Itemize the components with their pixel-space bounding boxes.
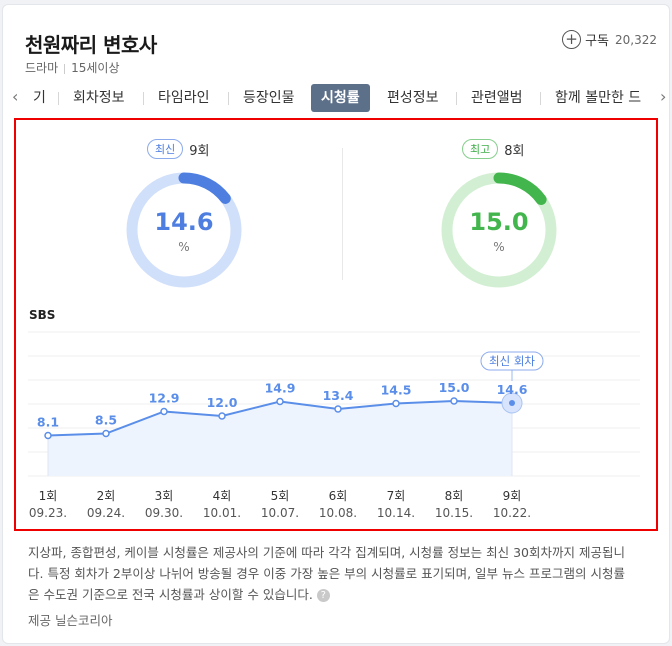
highest-gauge-arc	[441, 172, 557, 288]
data-point	[102, 429, 110, 438]
gauge-divider	[342, 148, 343, 280]
chevron-right-icon[interactable]: ›	[656, 87, 667, 106]
tab-ratings[interactable]: 시청률	[311, 84, 370, 112]
data-point	[509, 400, 515, 406]
data-label: 14.9	[265, 381, 296, 396]
tab-partial[interactable]: 기	[33, 90, 46, 106]
highest-badge: 최고	[462, 139, 499, 159]
ratings-panel: 최신 9회 14.6 % 최고 8회 15.0 % SBS 8.1 1회 09.23…	[14, 118, 658, 531]
subscribe-button[interactable]: + 구독 20,322	[562, 30, 657, 49]
episode-tick-label: 7회	[387, 489, 406, 503]
data-label: 13.4	[323, 388, 354, 403]
data-label: 8.5	[95, 413, 117, 428]
latest-label: 최신 9회	[147, 139, 209, 159]
episode-tick-label: 2회	[97, 489, 116, 503]
data-label: 8.1	[37, 415, 59, 430]
latest-badge: 최신	[147, 139, 184, 159]
subscribe-label: 구독	[585, 34, 609, 49]
highest-episode: 8회	[504, 143, 525, 159]
note-text: 지상파, 종합편성, 케이블 시청률은 제공사의 기준에 따라 각각 집계되며,…	[28, 545, 625, 602]
latest-gauge-arc	[126, 172, 242, 288]
data-point	[276, 397, 284, 406]
tab-albums[interactable]: 관련앨범	[471, 90, 523, 106]
episode-tick-label: 1회	[39, 489, 58, 503]
data-provider: 제공 닐슨코리아	[28, 613, 113, 628]
date-tick-label: 10.08.	[319, 506, 357, 520]
episode-tick-label: 6회	[329, 489, 348, 503]
latest-episode: 9회	[189, 143, 210, 159]
tab-schedule[interactable]: 편성정보	[387, 90, 439, 106]
highest-gauge: 15.0 %	[439, 170, 559, 290]
tab-divider	[58, 92, 59, 105]
meta-divider	[64, 63, 66, 74]
highest-rating-unit: %	[493, 240, 505, 254]
tab-divider	[143, 92, 144, 105]
program-meta: 드라마 15세이상	[25, 59, 120, 76]
latest-rating-value: 14.6	[154, 208, 214, 236]
episode-tick-label: 5회	[271, 489, 290, 503]
latest-rating-unit: %	[178, 240, 190, 254]
episode-tick-label: 3회	[155, 489, 174, 503]
tab-related[interactable]: 함께 볼만한 드	[555, 90, 642, 106]
subscriber-count: 20,322	[615, 32, 657, 47]
highest-rating-value: 15.0	[469, 208, 529, 236]
data-point	[160, 407, 168, 416]
tab-timeline[interactable]: 타임라인	[158, 90, 210, 106]
tab-episode-info[interactable]: 회차정보	[73, 90, 125, 106]
latest-marker-pill	[480, 351, 544, 371]
data-label: 12.9	[149, 391, 180, 406]
data-label: 14.6	[497, 382, 528, 397]
data-point	[218, 412, 226, 420]
data-label: 15.0	[439, 380, 470, 395]
episode-tick-label: 9회	[503, 489, 522, 503]
data-point	[392, 399, 400, 408]
plus-icon: +	[562, 30, 582, 49]
data-point	[44, 431, 52, 440]
program-title[interactable]: 천원짜리 변호사	[25, 33, 157, 57]
date-tick-label: 09.23.	[29, 506, 67, 520]
data-point	[334, 405, 342, 413]
date-tick-label: 09.30.	[145, 506, 183, 520]
data-label: 12.0	[207, 395, 238, 410]
date-tick-label: 10.01.	[203, 506, 241, 520]
date-tick-label: 09.24.	[87, 506, 125, 520]
tab-divider	[456, 92, 457, 105]
chevron-left-icon[interactable]: ‹	[12, 87, 19, 106]
tab-cast[interactable]: 등장인물	[243, 90, 295, 106]
network-label: SBS	[29, 308, 56, 322]
age-rating: 15세이상	[71, 61, 120, 75]
tab-divider	[540, 92, 541, 105]
date-tick-label: 10.15.	[435, 506, 473, 520]
tab-bar: ‹ 기 회차정보 타임라인 등장인물 시청률 편성정보 관련앨범 함께 볼만한 …	[3, 84, 669, 112]
episode-tick-label: 4회	[213, 489, 232, 503]
episode-tick-label: 8회	[445, 489, 464, 503]
latest-gauge: 14.6 %	[124, 170, 244, 290]
question-icon[interactable]: ?	[316, 589, 330, 602]
highest-label: 최고 8회	[462, 139, 524, 159]
data-label: 14.5	[381, 383, 412, 398]
latest-marker-label: 최신 회차	[489, 354, 535, 368]
tab-divider	[228, 92, 229, 105]
area-fill	[48, 401, 512, 476]
date-tick-label: 10.14.	[377, 506, 415, 520]
chart-marks: 8.1 1회 09.23. 8.5 2회 09.24. 12.9 3회 09.30. 12.0 4회…	[29, 351, 544, 520]
data-point	[450, 397, 458, 405]
ratings-chart: 8.1 1회 09.23. 8.5 2회 09.24. 12.9 3회 09.30. 12.0 4회…	[28, 331, 640, 520]
genre-label: 드라마	[25, 61, 59, 75]
ratings-note: 지상파, 종합편성, 케이블 시청률은 제공사의 기준에 따라 각각 집계되며,…	[28, 542, 628, 605]
date-tick-label: 10.07.	[261, 506, 299, 520]
date-tick-label: 10.22.	[493, 506, 531, 520]
program-card: 천원짜리 변호사 드라마 15세이상 + 구독 20,322 ‹ 기 회차정보 타…	[2, 4, 670, 644]
